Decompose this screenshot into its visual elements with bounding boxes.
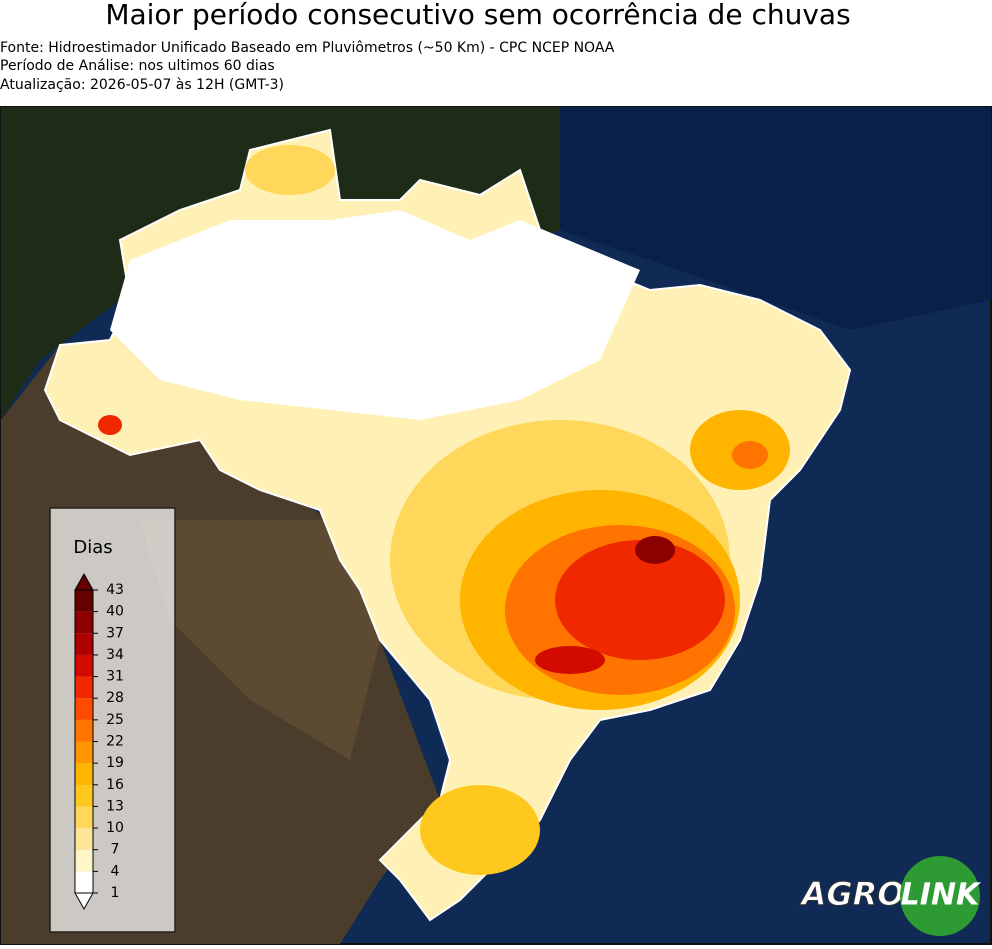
colorbar-band — [75, 719, 93, 742]
title: Maior período consecutivo sem ocorrência… — [105, 0, 850, 31]
colorbar-band — [75, 676, 93, 699]
colorbar-tick-label: 37 — [106, 625, 124, 641]
colorbar-band — [75, 698, 93, 720]
colorbar-band — [75, 633, 93, 655]
colorbar: 1 4 7 10 13 16 19 22 25 28 31 34 37 40 43 — [74, 572, 124, 911]
colorbar-band — [75, 806, 93, 829]
colorbar-tick-label: 16 — [106, 777, 124, 793]
colorbar-tick-label: 43 — [106, 582, 124, 598]
colorbar-band — [75, 590, 93, 612]
legend-title: Dias — [73, 537, 112, 558]
colorbar-band — [75, 763, 93, 785]
colorbar-tick-label: 28 — [106, 690, 124, 706]
colorbar-tick-label: 40 — [106, 604, 124, 620]
logo-left: AGRO — [799, 875, 905, 913]
legend-panel: Dias 1 4 7 10 13 16 19 22 25 28 31 34 37 40 43 — [49, 507, 176, 933]
colorbar-tick-label: 13 — [106, 798, 124, 814]
colorbar-tick-label: 19 — [106, 755, 124, 771]
colorbar-band — [75, 611, 93, 634]
colorbar-tick-label: 31 — [106, 669, 124, 685]
colorbar-band — [75, 871, 93, 893]
colorbar-tick-label: 10 — [106, 820, 124, 836]
logo: AGRO LINK — [798, 856, 982, 936]
colorbar-band — [75, 849, 93, 872]
source-line: Fonte: Hidroestimador Unificado Baseado … — [0, 40, 615, 56]
colorbar-tick-label: 34 — [106, 647, 124, 663]
colorbar-band — [75, 784, 93, 807]
colorbar-tick-label: 25 — [106, 712, 124, 728]
colorbar-tick-label: 7 — [111, 842, 120, 858]
map — [0, 106, 992, 945]
colorbar-band — [75, 741, 93, 764]
colorbar-tick-label: 1 — [111, 885, 120, 901]
colorbar-band — [75, 828, 93, 850]
colorbar-tick-label: 22 — [106, 734, 124, 750]
logo-right: LINK — [901, 878, 982, 913]
colorbar-tick-label: 4 — [111, 863, 120, 879]
period-line: Período de Análise: nos ultimos 60 dias — [0, 58, 275, 74]
colorbar-band — [75, 654, 93, 677]
update-line: Atualização: 2026-05-07 às 12H (GMT-3) — [0, 77, 284, 93]
